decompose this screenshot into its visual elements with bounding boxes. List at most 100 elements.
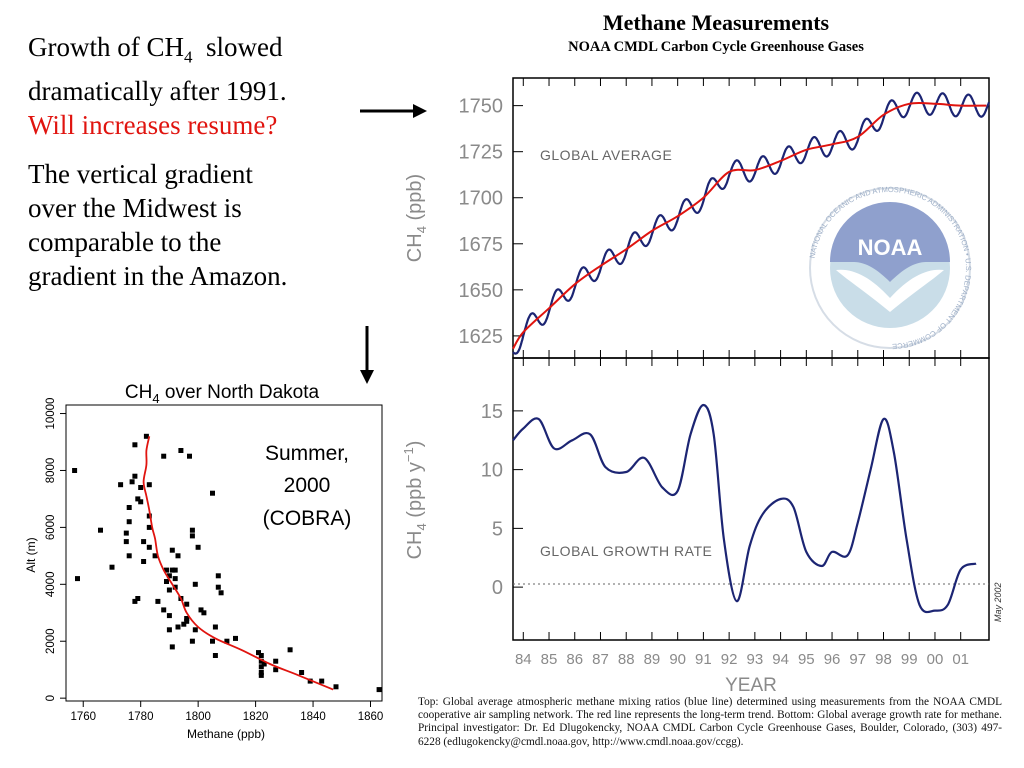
top-y-tick-label: 1675 bbox=[459, 234, 504, 256]
methane-chart-title: Methane Measurements bbox=[602, 10, 830, 35]
date-stamp: May 2002 bbox=[993, 582, 1003, 622]
global-average-label: GLOBAL AVERAGE bbox=[540, 147, 672, 163]
year-tick-label: 89 bbox=[644, 651, 661, 668]
intro-paragraph-1: Growth of CH4 slowed dramatically after … bbox=[28, 30, 373, 142]
scatter-point bbox=[166, 573, 172, 579]
scatter-point bbox=[215, 584, 221, 590]
scatter-point bbox=[135, 596, 141, 601]
scatter-frame bbox=[65, 404, 383, 702]
methane-chart-subtitle: NOAA CMDL Carbon Cycle Greenhouse Gases bbox=[568, 39, 864, 55]
year-tick-label: 96 bbox=[824, 651, 841, 668]
bottom-y-tick-label: 15 bbox=[481, 401, 503, 423]
scatter-x-tick-label: 1860 bbox=[358, 711, 384, 723]
bottom-y-tick-label: 0 bbox=[492, 577, 503, 599]
scatter-point bbox=[132, 473, 138, 479]
growth-rate-label: GLOBAL GROWTH RATE bbox=[540, 543, 712, 559]
year-tick-label: 93 bbox=[747, 651, 764, 668]
scatter-y-tick-label: 6000 bbox=[45, 515, 57, 541]
scatter-x-tick-label: 1780 bbox=[128, 711, 154, 723]
scatter-point bbox=[118, 482, 124, 488]
scatter-point bbox=[138, 499, 144, 505]
scatter-point bbox=[224, 638, 230, 644]
top-y-tick-label: 1750 bbox=[459, 96, 504, 118]
scatter-point bbox=[195, 544, 201, 550]
scatter-point bbox=[258, 664, 264, 670]
scatter-point bbox=[210, 638, 215, 644]
top-y-tick-label: 1650 bbox=[459, 280, 504, 302]
bottom-x-ticks: 84 85 86 87 88 89 90 91 92 93 94 95 96 97 98 99 00 01 bbox=[515, 358, 969, 668]
scatter-point bbox=[189, 527, 195, 533]
growth-rate-series-line bbox=[512, 403, 977, 614]
annotation-line-1: Summer, bbox=[265, 442, 349, 465]
scatter-y-tick-label: 4000 bbox=[45, 572, 57, 598]
scatter-point bbox=[169, 644, 175, 650]
top-y-tick-label: 1725 bbox=[459, 142, 504, 164]
scatter-point bbox=[126, 553, 132, 559]
scatter-point bbox=[135, 496, 141, 502]
scatter-point bbox=[218, 590, 224, 596]
scatter-x-tick-label: 1840 bbox=[300, 711, 326, 723]
long-term-trend-line bbox=[512, 101, 987, 350]
intro-line-2: dramatically after 1991. bbox=[28, 76, 287, 107]
intro-text: Growth of CH4 slowed dramatically after … bbox=[28, 30, 373, 308]
scatter-x-tick-label: 1760 bbox=[70, 711, 96, 723]
scatter-point bbox=[126, 505, 132, 510]
scatter-point bbox=[166, 627, 172, 633]
scatter-point bbox=[164, 567, 169, 573]
scatter-y-axis-label: Alt (m) bbox=[24, 537, 38, 572]
scatter-point bbox=[109, 564, 115, 570]
scatter-point bbox=[138, 485, 144, 490]
scatter-point bbox=[299, 670, 305, 675]
intro-line-1: Growth of CH4 slowed bbox=[28, 32, 283, 67]
year-tick-label: 99 bbox=[901, 651, 918, 668]
scatter-point bbox=[172, 584, 178, 590]
top-y-axis-label: CH4 (ppb) bbox=[404, 174, 429, 262]
scatter-point bbox=[155, 598, 161, 604]
scatter-point bbox=[146, 524, 152, 530]
scatter-point bbox=[273, 667, 279, 673]
scatter-point bbox=[123, 530, 129, 536]
scatter-point bbox=[98, 527, 103, 533]
scatter-point bbox=[75, 576, 80, 582]
top-y-tick-label: 1700 bbox=[459, 188, 504, 210]
annotation-line-3: (COBRA) bbox=[263, 507, 352, 530]
global-average-series-line bbox=[512, 91, 991, 355]
year-tick-label: 91 bbox=[695, 651, 712, 668]
scatter-point bbox=[152, 553, 158, 559]
bottom-y-axis-label: CH4 (ppb y−1) bbox=[401, 441, 429, 560]
scatter-point bbox=[184, 618, 190, 624]
figure-caption: Top: Global average atmospheric methane … bbox=[418, 696, 1002, 748]
year-tick-label: 92 bbox=[721, 651, 738, 668]
intro-question: Will increases resume? bbox=[28, 110, 278, 141]
scatter-point bbox=[287, 647, 293, 653]
year-tick-label: 94 bbox=[772, 651, 789, 668]
scatter-point bbox=[178, 448, 184, 453]
scatter-point bbox=[212, 624, 218, 630]
scatter-point bbox=[141, 539, 147, 545]
scatter-point bbox=[192, 581, 198, 587]
year-tick-label: 87 bbox=[592, 651, 609, 668]
year-tick-label: 90 bbox=[669, 651, 686, 668]
bottom-panel-frame bbox=[512, 357, 990, 641]
year-tick-label: 97 bbox=[849, 651, 866, 668]
scatter-y-ticks: 0 2000 4000 6000 8000 10000 bbox=[45, 398, 66, 701]
year-tick-label: 00 bbox=[927, 651, 944, 668]
scatter-point bbox=[258, 658, 264, 664]
scatter-point bbox=[258, 670, 264, 675]
scatter-title: CH4 over North Dakota bbox=[125, 382, 320, 406]
scatter-point bbox=[198, 607, 204, 613]
scatter-y-tick-label: 0 bbox=[45, 695, 57, 701]
scatter-point bbox=[201, 610, 207, 616]
bottom-y-ticks: 0 5 10 15 bbox=[481, 401, 523, 599]
scatter-point bbox=[166, 587, 172, 593]
scatter-y-tick-label: 2000 bbox=[45, 628, 57, 654]
scatter-point bbox=[146, 482, 152, 488]
scatter-x-tick-label: 1800 bbox=[185, 711, 211, 723]
year-tick-label: 84 bbox=[515, 651, 532, 668]
cobra-annotation: Summer, 2000 (COBRA) bbox=[263, 442, 352, 530]
bottom-series-group bbox=[512, 403, 977, 614]
scatter-point bbox=[161, 453, 167, 459]
